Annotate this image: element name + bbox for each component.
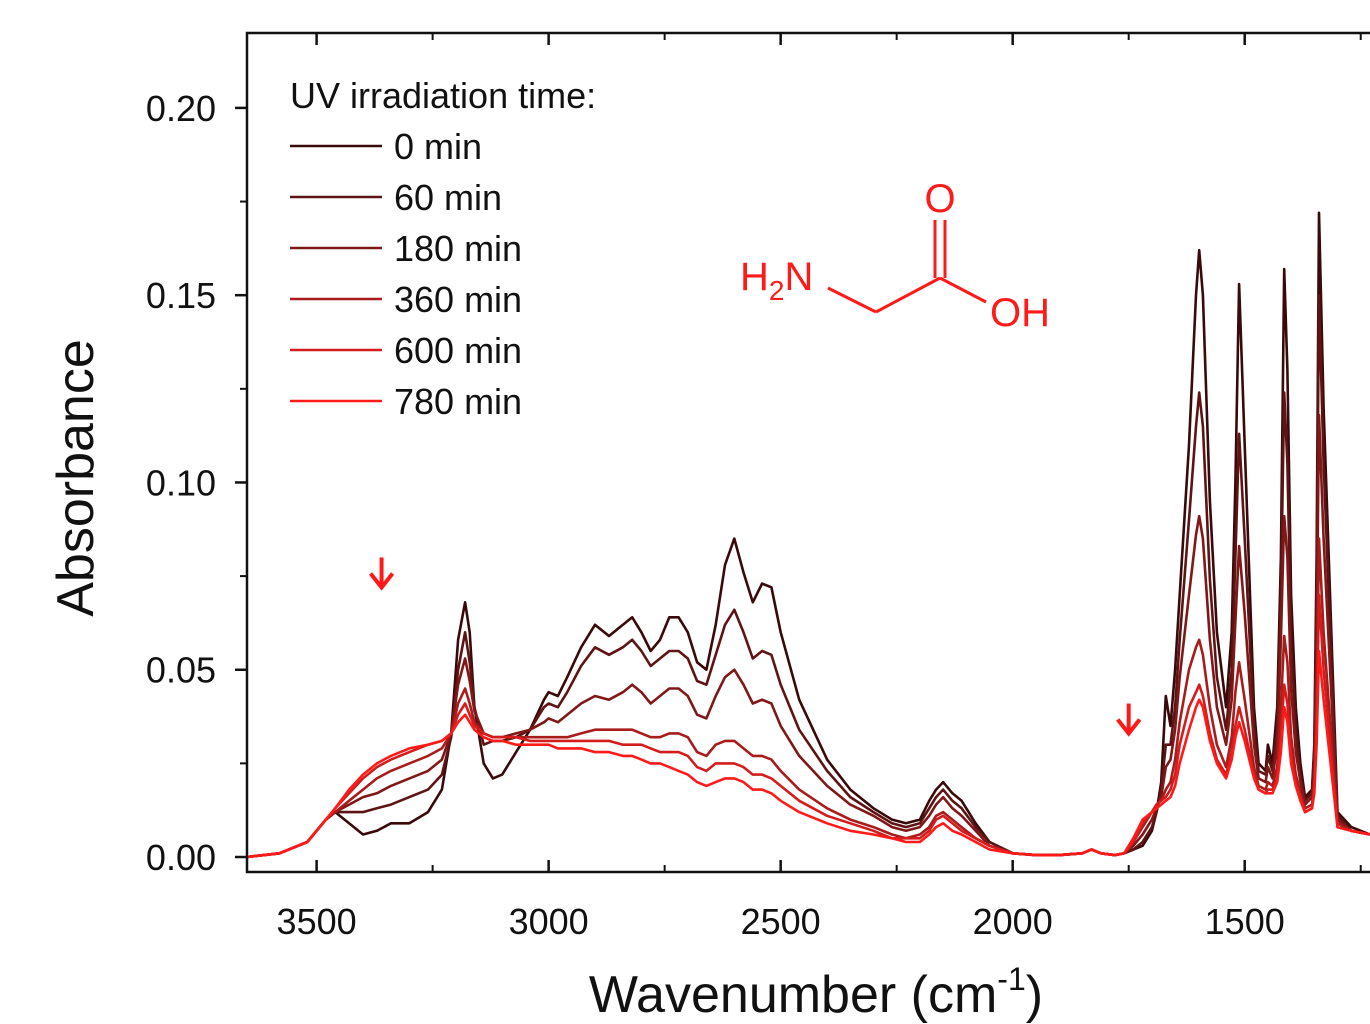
series-line-360-min <box>246 537 1370 859</box>
legend-label: 780 min <box>394 381 522 422</box>
x-tick-label: 2000 <box>973 901 1053 942</box>
carbonyl-oxygen-label: O <box>924 177 955 221</box>
y-tick-label: 0.20 <box>146 88 216 129</box>
amine-subscript: 2 <box>769 275 785 306</box>
legend-title: UV irradiation time: <box>290 75 596 116</box>
bond-n-ch2 <box>827 286 877 314</box>
bond-ch2-c <box>875 276 941 314</box>
legend: UV irradiation time: 0 min 60 min 180 min 3… <box>290 75 596 422</box>
legend-label: 0 min <box>394 126 482 167</box>
legend-label: 360 min <box>394 279 522 320</box>
x-tick-label: 3500 <box>277 901 357 942</box>
annotations-layer <box>369 557 1142 737</box>
axes-layer <box>245 31 1370 874</box>
series-line-780-min <box>246 649 1370 859</box>
y-tick-label: 0.00 <box>146 837 216 878</box>
x-axis-title-close: ) <box>1026 966 1043 1024</box>
ticks-layer: 3500 3000 2500 2000 1500 0.00 0.05 0.10 0.15 0.20 <box>146 33 1362 942</box>
legend-label: 60 min <box>394 177 502 218</box>
bond-c-oh <box>939 276 987 304</box>
series-line-180-min <box>246 413 1370 859</box>
x-tick-label: 2500 <box>741 901 821 942</box>
hydroxyl-label: OH <box>990 291 1050 335</box>
y-tick-label: 0.10 <box>146 462 216 503</box>
series-line-60-min <box>246 293 1370 859</box>
y-tick-label: 0.15 <box>146 275 216 316</box>
series-layer <box>246 211 1370 859</box>
legend-label: 600 min <box>394 330 522 371</box>
arrow-head <box>369 572 395 591</box>
x-tick-label: 1500 <box>1205 901 1285 942</box>
axes-frame <box>245 31 1370 874</box>
x-axis-title-superscript: -1 <box>997 961 1025 997</box>
series-line-600-min <box>246 593 1370 859</box>
legend-label: 180 min <box>394 228 522 269</box>
y-tick-label: 0.05 <box>146 650 216 691</box>
amine-label: H2N <box>740 255 813 306</box>
y-axis-title: Absorbance <box>47 339 105 617</box>
x-tick-label: 3000 <box>509 901 589 942</box>
series-line-0-min <box>246 211 1370 859</box>
x-axis-title: Wavenumber (cm-1) <box>589 961 1043 1024</box>
glycine-structure: H2N O OH <box>740 177 1050 335</box>
arrow-head <box>1116 718 1142 737</box>
amine-h: H <box>740 255 769 299</box>
x-axis-title-main: Wavenumber (cm <box>589 966 997 1024</box>
amine-n: N <box>784 255 813 299</box>
